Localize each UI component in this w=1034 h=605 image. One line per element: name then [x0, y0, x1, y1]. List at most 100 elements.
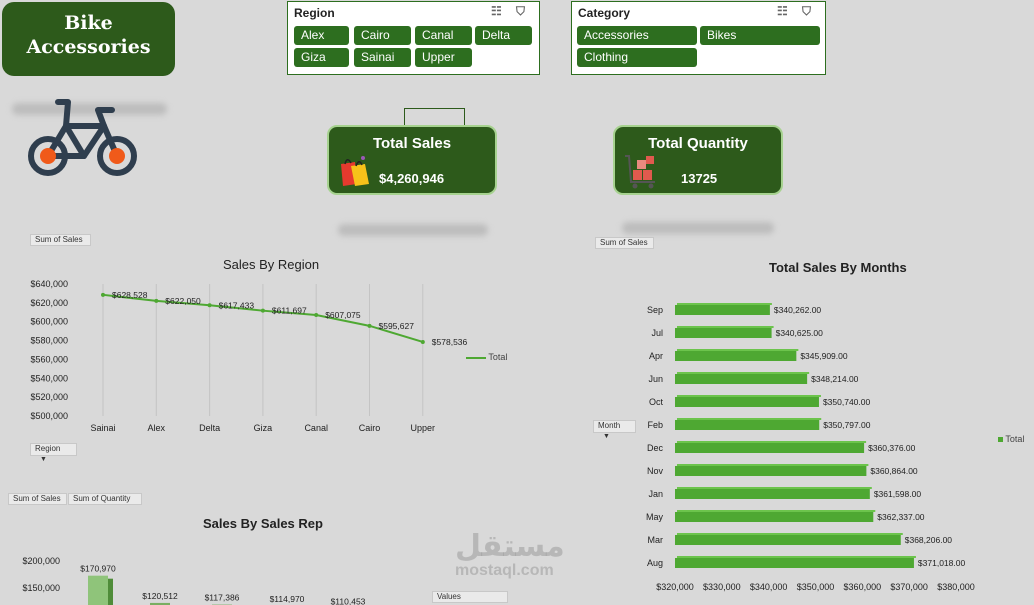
months-legend: Total [998, 434, 1024, 444]
region-item-upper[interactable]: Upper [415, 48, 472, 67]
bar [675, 512, 874, 522]
data-label: $578,536 [432, 337, 468, 347]
region-item-giza[interactable]: Giza [294, 48, 349, 67]
y-tick-label: $200,000 [22, 556, 60, 566]
y-tick-label: Oct [649, 397, 664, 407]
data-point [101, 292, 105, 297]
x-tick-label: $340,000 [750, 582, 788, 592]
total-sales-title: Total Sales [372, 135, 452, 152]
y-tick-label: Apr [649, 351, 663, 361]
bar [675, 466, 867, 476]
data-point [314, 313, 319, 318]
bar [675, 420, 820, 430]
x-tick-label: $350,000 [797, 582, 835, 592]
region-item-delta[interactable]: Delta [475, 26, 532, 45]
region-item-sainai[interactable]: Sainai [354, 48, 411, 67]
bar [675, 305, 770, 315]
x-tick-label: $320,000 [656, 582, 694, 592]
region-item-cairo[interactable]: Cairo [354, 26, 411, 45]
bar [150, 602, 170, 605]
bicycle-icon [28, 99, 137, 176]
bar [675, 443, 865, 453]
bar-top-face [677, 464, 869, 466]
sum-of-sales-field-button[interactable]: Sum of Sales [8, 493, 67, 505]
sales-by-months-chart: Sep $340,262.00 Jul $340,625.00 Apr $345,909.… [646, 303, 975, 592]
bar [675, 397, 819, 407]
sum-of-sales-field-button[interactable]: Sum of Sales [595, 237, 654, 249]
data-label: $362,337.00 [877, 512, 925, 522]
x-tick-label: $360,000 [844, 582, 882, 592]
category-item-bikes[interactable]: Bikes [700, 26, 820, 45]
y-tick-label: $560,000 [30, 354, 68, 364]
y-tick-label: Jan [648, 489, 663, 499]
y-tick-label: Mar [648, 535, 664, 545]
region-item-canal[interactable]: Canal [415, 26, 472, 45]
title-line-1: Bike [64, 12, 113, 34]
total-quantity-card: Total Quantity 13725 [613, 125, 783, 195]
bar-top-face [677, 533, 903, 535]
data-label: $360,376.00 [868, 443, 916, 453]
x-tick-label: $380,000 [937, 582, 975, 592]
y-tick-label: Nov [647, 466, 664, 476]
region-legend: Total [466, 352, 507, 362]
y-tick-label: $620,000 [30, 298, 68, 308]
y-tick-label: Dec [647, 443, 664, 453]
data-point [260, 308, 265, 313]
bar [88, 575, 108, 605]
category-item-clothing[interactable]: Clothing [577, 48, 697, 67]
bar-top-face [677, 395, 821, 397]
clear-filter-icon[interactable]: ⛉ [802, 4, 812, 18]
watermark: مستقل mostaql.com [455, 532, 565, 580]
data-point [367, 323, 372, 328]
month-field-label: Month [598, 421, 621, 430]
bar-top-face [677, 441, 867, 443]
region-slicer: Region ☷ ⛉ Alex Cairo Canal Delta Giza S… [287, 1, 540, 75]
data-point [207, 303, 212, 308]
multi-select-icon[interactable]: ☷ [777, 4, 788, 18]
data-label: $345,909.00 [800, 351, 848, 361]
data-label: $617,433 [219, 300, 255, 310]
y-tick-label: Sep [647, 305, 663, 315]
x-tick-label: $370,000 [890, 582, 928, 592]
data-label: $114,970 [270, 594, 305, 604]
values-field-button[interactable]: Values [432, 591, 508, 603]
bar-top-face [677, 303, 772, 305]
region-item-alex[interactable]: Alex [294, 26, 349, 45]
data-label: $350,797.00 [823, 420, 871, 430]
bar [675, 351, 797, 361]
data-label: $348,214.00 [811, 374, 859, 384]
data-point [420, 339, 425, 344]
sum-of-sales-field-button[interactable]: Sum of Sales [30, 234, 91, 246]
watermark-latin: mostaql.com [455, 562, 554, 579]
month-field-button[interactable]: Month ▼ [593, 420, 636, 440]
x-tick-label: Sainai [90, 423, 115, 433]
data-label: $350,740.00 [823, 397, 871, 407]
total-quantity-value: 13725 [681, 171, 718, 186]
data-label: $622,050 [165, 296, 201, 306]
data-label: $340,262.00 [774, 305, 822, 315]
y-tick-label: $540,000 [30, 373, 68, 383]
sum-of-quantity-field-button[interactable]: Sum of Quantity [68, 493, 142, 505]
bar [675, 535, 901, 545]
category-slicer: Category ☷ ⛉ Accessories Bikes Clothing [571, 1, 826, 75]
data-label: $170,970 [80, 564, 116, 574]
bar [675, 489, 870, 499]
data-label: $120,512 [142, 591, 178, 601]
blurred-text [338, 224, 488, 236]
region-field-button[interactable]: Region ▼ [30, 443, 77, 463]
total-sales-value: $4,260,946 [379, 171, 445, 186]
multi-select-icon[interactable]: ☷ [491, 4, 502, 18]
y-tick-label: $150,000 [22, 583, 60, 593]
dropdown-arrow-icon: ▼ [40, 456, 47, 463]
bar-top-face [677, 349, 799, 351]
bar-side-face [108, 578, 113, 605]
clear-filter-icon[interactable]: ⛉ [516, 4, 526, 18]
total-sales-card: Total Sales $4,260,946 [327, 125, 497, 195]
category-item-accessories[interactable]: Accessories [577, 26, 697, 45]
y-tick-label: $580,000 [30, 336, 68, 346]
region-field-label: Region [35, 444, 61, 453]
bar-top-face [677, 326, 774, 328]
data-label: $360,864.00 [870, 466, 918, 476]
x-tick-label: Giza [254, 423, 273, 433]
legend-line-marker [466, 356, 486, 359]
